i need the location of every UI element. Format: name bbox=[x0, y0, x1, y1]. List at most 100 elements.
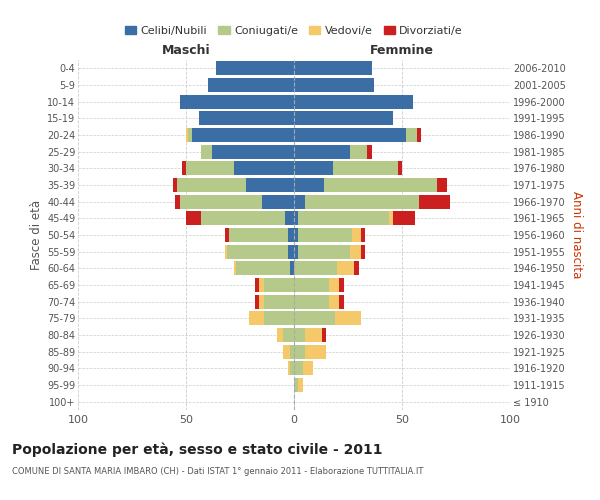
Bar bbox=[179, 194, 262, 209]
Bar bbox=[417, 128, 421, 142]
Bar bbox=[182, 162, 186, 175]
Bar bbox=[186, 211, 201, 226]
Bar bbox=[262, 194, 294, 209]
Bar bbox=[294, 78, 374, 92]
Bar bbox=[259, 278, 264, 292]
Bar bbox=[298, 211, 389, 226]
Bar bbox=[236, 261, 290, 276]
Bar bbox=[337, 261, 355, 276]
Bar bbox=[201, 144, 212, 159]
Bar bbox=[294, 194, 305, 209]
Bar bbox=[294, 162, 333, 175]
Bar bbox=[227, 244, 287, 259]
Bar bbox=[264, 294, 294, 308]
Bar bbox=[287, 228, 294, 242]
Bar bbox=[188, 128, 193, 142]
Bar bbox=[229, 228, 287, 242]
Bar bbox=[294, 278, 329, 292]
Bar bbox=[294, 178, 324, 192]
Bar bbox=[389, 211, 394, 226]
Bar bbox=[305, 194, 419, 209]
Bar bbox=[406, 128, 417, 142]
Bar bbox=[283, 344, 290, 359]
Bar bbox=[294, 361, 302, 376]
Bar bbox=[298, 244, 350, 259]
Bar bbox=[335, 311, 361, 326]
Legend: Celibi/Nubili, Coniugati/e, Vedovi/e, Divorziati/e: Celibi/Nubili, Coniugati/e, Vedovi/e, Di… bbox=[121, 22, 467, 40]
Bar bbox=[294, 311, 335, 326]
Bar bbox=[255, 294, 259, 308]
Bar bbox=[287, 361, 290, 376]
Bar bbox=[259, 294, 264, 308]
Bar bbox=[322, 328, 326, 342]
Bar bbox=[294, 62, 372, 76]
Bar bbox=[294, 112, 394, 126]
Bar bbox=[294, 128, 406, 142]
Bar bbox=[329, 278, 340, 292]
Bar bbox=[298, 378, 302, 392]
Text: Femmine: Femmine bbox=[370, 44, 434, 57]
Y-axis label: Anni di nascita: Anni di nascita bbox=[570, 192, 583, 278]
Y-axis label: Fasce di età: Fasce di età bbox=[29, 200, 43, 270]
Bar bbox=[201, 211, 286, 226]
Bar bbox=[173, 178, 178, 192]
Bar bbox=[287, 244, 294, 259]
Bar bbox=[179, 94, 294, 109]
Bar bbox=[367, 144, 372, 159]
Bar bbox=[186, 162, 233, 175]
Bar bbox=[290, 344, 294, 359]
Bar bbox=[350, 244, 361, 259]
Bar bbox=[178, 178, 247, 192]
Bar bbox=[419, 194, 449, 209]
Bar bbox=[294, 378, 298, 392]
Bar bbox=[283, 328, 294, 342]
Bar bbox=[264, 278, 294, 292]
Bar bbox=[216, 62, 294, 76]
Bar bbox=[294, 94, 413, 109]
Bar bbox=[294, 328, 305, 342]
Bar bbox=[294, 294, 329, 308]
Bar bbox=[305, 328, 322, 342]
Text: COMUNE DI SANTA MARIA IMBARO (CH) - Dati ISTAT 1° gennaio 2011 - Elaborazione TU: COMUNE DI SANTA MARIA IMBARO (CH) - Dati… bbox=[12, 468, 424, 476]
Bar bbox=[264, 311, 294, 326]
Bar bbox=[355, 261, 359, 276]
Bar bbox=[340, 294, 344, 308]
Bar bbox=[305, 344, 326, 359]
Bar bbox=[277, 328, 283, 342]
Text: Maschi: Maschi bbox=[161, 44, 211, 57]
Bar bbox=[350, 144, 367, 159]
Bar bbox=[324, 178, 437, 192]
Bar bbox=[394, 211, 415, 226]
Bar bbox=[225, 244, 227, 259]
Bar bbox=[361, 228, 365, 242]
Bar bbox=[294, 344, 305, 359]
Bar bbox=[333, 162, 398, 175]
Bar bbox=[175, 194, 179, 209]
Bar bbox=[294, 144, 350, 159]
Bar bbox=[340, 278, 344, 292]
Bar bbox=[294, 261, 337, 276]
Bar bbox=[294, 228, 298, 242]
Bar bbox=[352, 228, 361, 242]
Bar bbox=[186, 128, 188, 142]
Bar bbox=[329, 294, 340, 308]
Bar bbox=[255, 278, 259, 292]
Bar bbox=[212, 144, 294, 159]
Bar bbox=[294, 211, 298, 226]
Bar bbox=[398, 162, 402, 175]
Bar bbox=[302, 361, 313, 376]
Bar bbox=[286, 211, 294, 226]
Bar bbox=[290, 261, 294, 276]
Bar bbox=[298, 228, 352, 242]
Bar bbox=[233, 261, 236, 276]
Bar bbox=[290, 361, 294, 376]
Bar bbox=[199, 112, 294, 126]
Bar bbox=[208, 78, 294, 92]
Bar bbox=[248, 311, 264, 326]
Bar bbox=[233, 162, 294, 175]
Bar bbox=[294, 244, 298, 259]
Text: Popolazione per età, sesso e stato civile - 2011: Popolazione per età, sesso e stato civil… bbox=[12, 442, 383, 457]
Bar bbox=[247, 178, 294, 192]
Bar bbox=[361, 244, 365, 259]
Bar bbox=[225, 228, 229, 242]
